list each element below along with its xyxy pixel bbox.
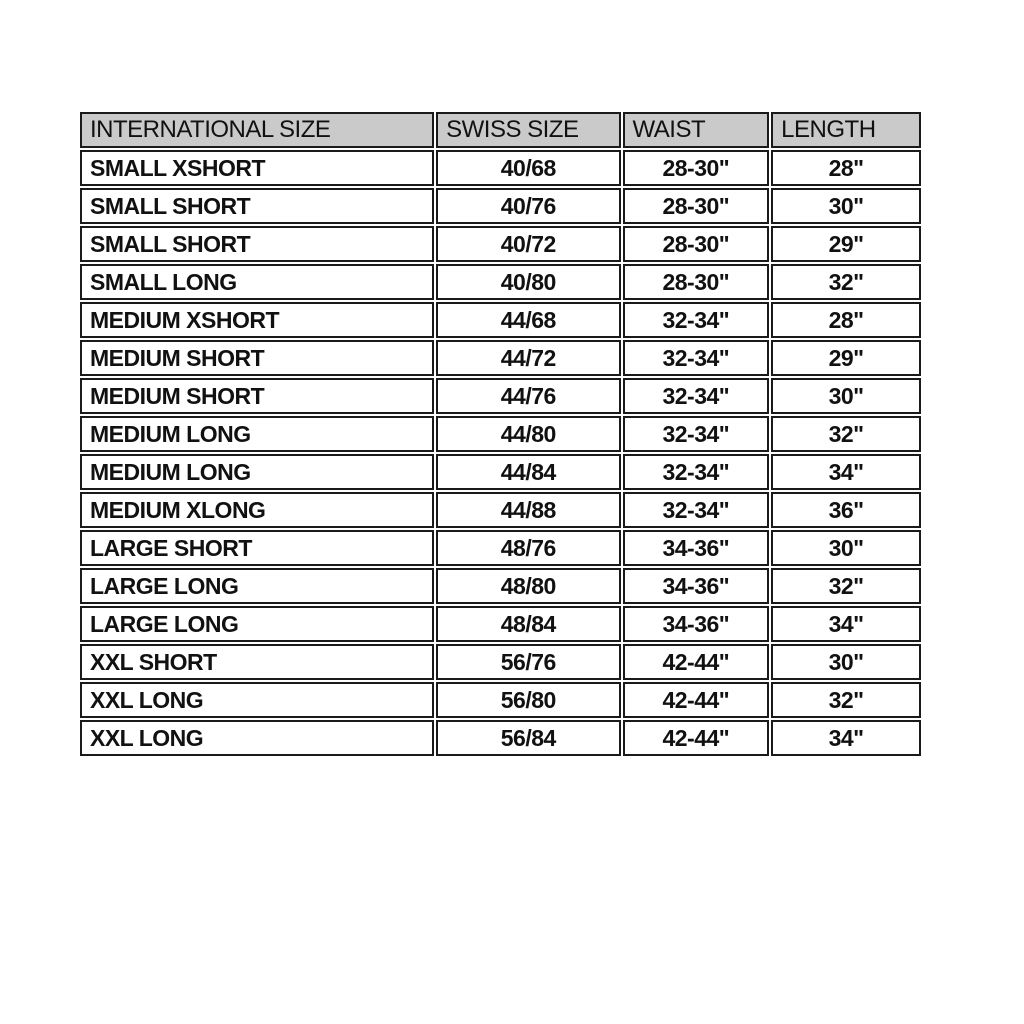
table-cell: MEDIUM SHORT [80,340,435,376]
table-cell: 44/76 [436,378,621,414]
table-cell: 44/72 [436,340,621,376]
table-cell: XXL SHORT [80,644,435,680]
table-row: LARGE LONG 48/80 34-36" 32" [80,568,921,604]
table-cell: 40/68 [436,150,621,186]
table-cell: 32-34" [622,492,770,528]
table-cell: 42-44" [622,644,770,680]
header-international-size: INTERNATIONAL SIZE [80,112,435,148]
table-cell: MEDIUM XLONG [80,492,435,528]
table-row: LARGE LONG 48/84 34-36" 34" [80,606,921,642]
size-table-header: INTERNATIONAL SIZE SWISS SIZE WAIST LENG… [80,112,921,148]
table-cell: 32-34" [622,416,770,452]
table-cell: 32" [771,264,921,300]
table-cell: 28-30" [622,226,770,262]
table-cell: 32-34" [622,378,770,414]
table-cell: 29" [771,340,921,376]
table-cell: SMALL LONG [80,264,435,300]
table-cell: MEDIUM LONG [80,416,435,452]
table-cell: 56/80 [436,682,621,718]
table-cell: MEDIUM LONG [80,454,435,490]
header-length: LENGTH [771,112,921,148]
table-cell: LARGE LONG [80,606,435,642]
table-row: MEDIUM LONG 44/84 32-34" 34" [80,454,921,490]
table-cell: 32" [771,568,921,604]
table-row: SMALL SHORT 40/72 28-30" 29" [80,226,921,262]
table-cell: MEDIUM XSHORT [80,302,435,338]
table-row: SMALL SHORT 40/76 28-30" 30" [80,188,921,224]
table-row: LARGE SHORT 48/76 34-36" 30" [80,530,921,566]
table-cell: 34-36" [622,530,770,566]
table-cell: SMALL SHORT [80,226,435,262]
table-cell: 30" [771,188,921,224]
table-cell: 28" [771,302,921,338]
table-cell: 34-36" [622,606,770,642]
table-cell: 36" [771,492,921,528]
table-cell: 29" [771,226,921,262]
table-cell: 28" [771,150,921,186]
table-cell: 32-34" [622,340,770,376]
table-cell: MEDIUM SHORT [80,378,435,414]
table-cell: 40/72 [436,226,621,262]
table-cell: SMALL XSHORT [80,150,435,186]
table-cell: XXL LONG [80,720,435,756]
table-cell: 32-34" [622,302,770,338]
table-cell: 34" [771,606,921,642]
header-row: INTERNATIONAL SIZE SWISS SIZE WAIST LENG… [80,112,921,148]
table-cell: 34-36" [622,568,770,604]
table-cell: 30" [771,378,921,414]
table-row: XXL LONG 56/80 42-44" 32" [80,682,921,718]
table-row: XXL SHORT 56/76 42-44" 30" [80,644,921,680]
table-row: MEDIUM XSHORT 44/68 32-34" 28" [80,302,921,338]
table-cell: LARGE SHORT [80,530,435,566]
table-cell: 40/76 [436,188,621,224]
table-row: MEDIUM SHORT 44/76 32-34" 30" [80,378,921,414]
table-cell: 44/68 [436,302,621,338]
table-cell: 48/84 [436,606,621,642]
table-cell: 28-30" [622,188,770,224]
table-cell: 28-30" [622,150,770,186]
table-cell: 48/80 [436,568,621,604]
table-row: MEDIUM SHORT 44/72 32-34" 29" [80,340,921,376]
table-cell: 56/76 [436,644,621,680]
table-row: MEDIUM LONG 44/80 32-34" 32" [80,416,921,452]
table-cell: 44/88 [436,492,621,528]
table-cell: 34" [771,720,921,756]
table-row: MEDIUM XLONG 44/88 32-34" 36" [80,492,921,528]
table-cell: 48/76 [436,530,621,566]
table-cell: 30" [771,530,921,566]
table-cell: SMALL SHORT [80,188,435,224]
table-cell: 32-34" [622,454,770,490]
size-chart-container: INTERNATIONAL SIZE SWISS SIZE WAIST LENG… [78,110,923,758]
table-row: SMALL XSHORT 40/68 28-30" 28" [80,150,921,186]
table-cell: 42-44" [622,720,770,756]
table-cell: 56/84 [436,720,621,756]
table-cell: 34" [771,454,921,490]
table-cell: 32" [771,682,921,718]
table-row: SMALL LONG 40/80 28-30" 32" [80,264,921,300]
table-cell: XXL LONG [80,682,435,718]
table-cell: 28-30" [622,264,770,300]
table-cell: 42-44" [622,682,770,718]
size-table-body: SMALL XSHORT 40/68 28-30" 28" SMALL SHORT 40/… [80,150,921,756]
table-cell: 44/80 [436,416,621,452]
header-waist: WAIST [622,112,770,148]
table-row: XXL LONG 56/84 42-44" 34" [80,720,921,756]
table-cell: LARGE LONG [80,568,435,604]
table-cell: 44/84 [436,454,621,490]
table-cell: 32" [771,416,921,452]
table-cell: 30" [771,644,921,680]
table-cell: 40/80 [436,264,621,300]
size-chart-table: INTERNATIONAL SIZE SWISS SIZE WAIST LENG… [78,110,923,758]
header-swiss-size: SWISS SIZE [436,112,621,148]
